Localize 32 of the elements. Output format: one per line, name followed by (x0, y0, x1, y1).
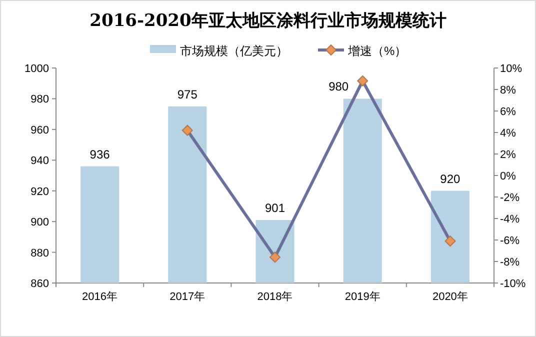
data-label: 920 (440, 172, 461, 186)
y2-tick-label: 6% (500, 106, 516, 118)
y-tick-label: 940 (30, 155, 49, 168)
x-tick-label: 2018年 (257, 291, 293, 303)
data-label: 975 (177, 87, 198, 102)
y2-tick-label: -4% (500, 214, 520, 226)
y-tick-label: 880 (30, 247, 49, 260)
data-label: 980 (328, 80, 349, 94)
y-tick-label: 920 (30, 186, 49, 198)
y2-tick-label: -10% (500, 278, 526, 290)
y-tick-label: 980 (30, 94, 49, 106)
data-label: 901 (264, 201, 286, 216)
y-tick-label: 960 (30, 124, 49, 136)
data-label: 936 (90, 147, 110, 162)
y2-tick-label: 2% (500, 149, 516, 161)
x-tick-label: 2016年 (82, 291, 118, 303)
y2-tick-label: -6% (500, 235, 520, 247)
y2-tick-label: 10% (500, 63, 522, 75)
y-tick-label: 900 (30, 216, 49, 229)
y2-tick-label: 0% (500, 170, 516, 182)
y2-tick-label: 8% (500, 84, 516, 96)
x-tick-label: 2019年 (344, 291, 380, 303)
legend-label: 增速（%） (347, 44, 407, 58)
x-tick-label: 2020年 (432, 291, 468, 303)
y-tick-label: 1000 (24, 63, 49, 75)
legend-label: 市场规模（亿美元） (180, 44, 288, 58)
chart-title: 2016-2020年亚太地区涂料行业市场规模统计 (90, 11, 446, 31)
y-tick-label: 860 (30, 278, 49, 290)
y2-tick-label: 4% (500, 128, 516, 140)
y2-tick-label: -8% (500, 256, 520, 268)
y2-tick-label: -2% (500, 192, 520, 204)
x-tick-label: 2017年 (170, 291, 206, 303)
